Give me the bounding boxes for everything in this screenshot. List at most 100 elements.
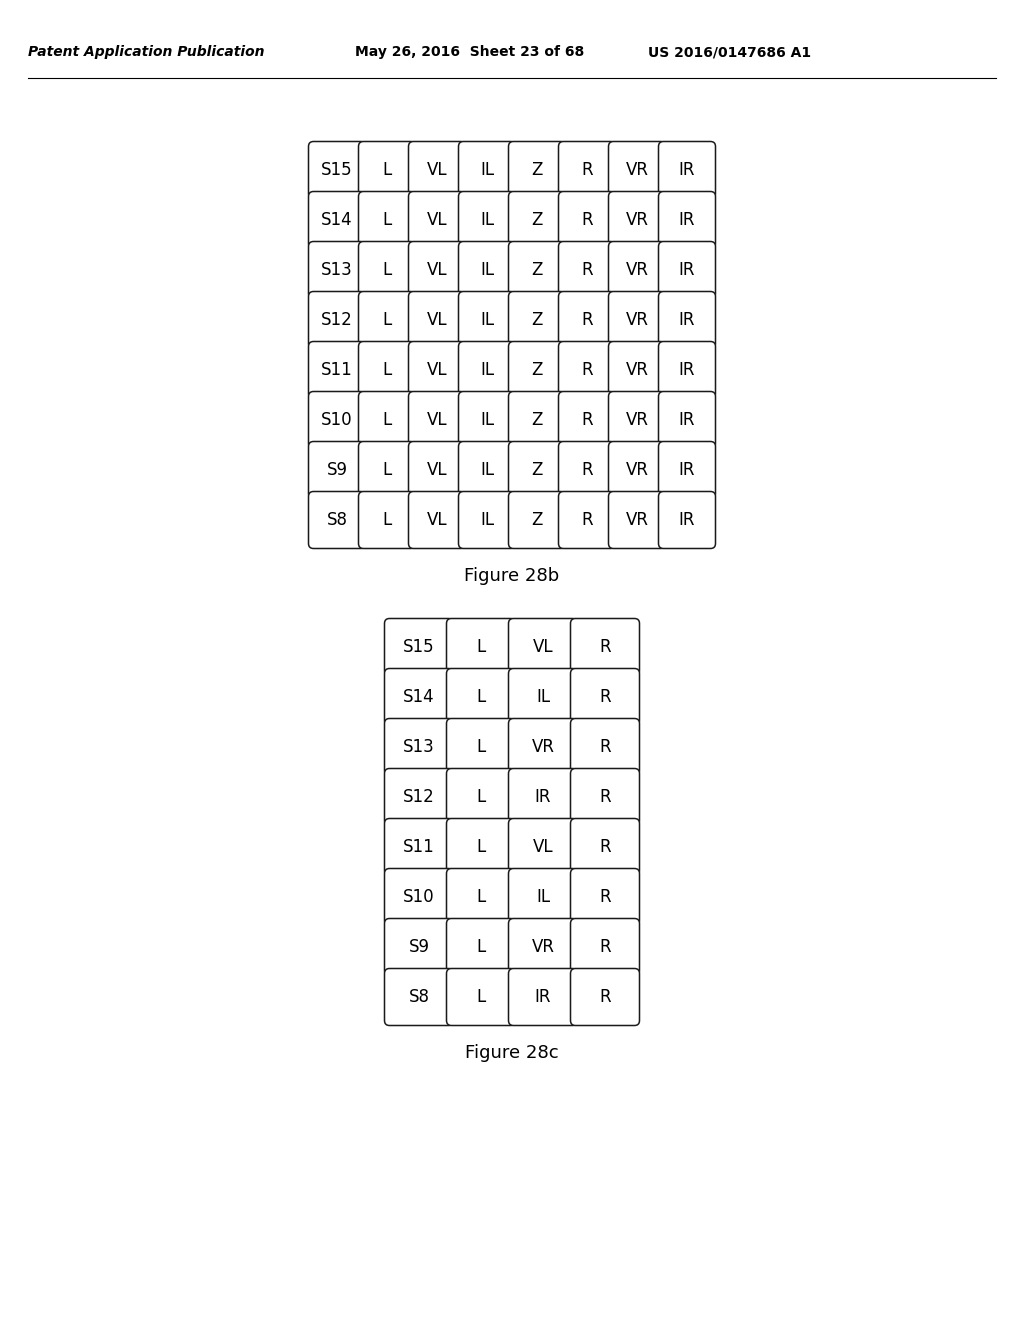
FancyBboxPatch shape [558,392,615,449]
FancyBboxPatch shape [459,141,515,198]
FancyBboxPatch shape [446,718,515,776]
FancyBboxPatch shape [308,242,366,298]
FancyBboxPatch shape [509,441,565,499]
FancyBboxPatch shape [509,242,565,298]
FancyBboxPatch shape [409,242,466,298]
Text: R: R [599,638,610,656]
FancyBboxPatch shape [558,342,615,399]
FancyBboxPatch shape [658,292,716,348]
Text: R: R [599,788,610,807]
Text: VR: VR [626,411,648,429]
FancyBboxPatch shape [358,141,416,198]
Text: S11: S11 [322,360,353,379]
Text: IR: IR [679,211,695,228]
FancyBboxPatch shape [570,768,640,825]
FancyBboxPatch shape [658,191,716,248]
Text: Z: Z [531,360,543,379]
FancyBboxPatch shape [509,768,578,825]
FancyBboxPatch shape [409,292,466,348]
Text: VL: VL [427,511,447,529]
FancyBboxPatch shape [509,491,565,549]
FancyBboxPatch shape [509,141,565,198]
Text: L: L [382,312,391,329]
Text: S13: S13 [322,261,353,279]
FancyBboxPatch shape [384,768,454,825]
FancyBboxPatch shape [658,141,716,198]
FancyBboxPatch shape [658,392,716,449]
Text: May 26, 2016  Sheet 23 of 68: May 26, 2016 Sheet 23 of 68 [355,45,585,59]
Text: IL: IL [480,211,494,228]
FancyBboxPatch shape [446,768,515,825]
Text: IL: IL [480,511,494,529]
Text: Z: Z [531,511,543,529]
FancyBboxPatch shape [558,141,615,198]
Text: R: R [599,838,610,855]
FancyBboxPatch shape [570,718,640,776]
Text: Z: Z [531,312,543,329]
Text: R: R [599,738,610,756]
FancyBboxPatch shape [658,342,716,399]
Text: VR: VR [531,738,555,756]
Text: S8: S8 [327,511,347,529]
FancyBboxPatch shape [446,818,515,875]
FancyBboxPatch shape [308,292,366,348]
Text: L: L [476,788,485,807]
Text: L: L [382,461,391,479]
FancyBboxPatch shape [358,292,416,348]
FancyBboxPatch shape [459,242,515,298]
FancyBboxPatch shape [409,491,466,549]
Text: S12: S12 [403,788,435,807]
Text: L: L [476,738,485,756]
FancyBboxPatch shape [459,491,515,549]
FancyBboxPatch shape [446,969,515,1026]
FancyBboxPatch shape [384,668,454,726]
FancyBboxPatch shape [509,342,565,399]
FancyBboxPatch shape [570,969,640,1026]
FancyBboxPatch shape [608,191,666,248]
FancyBboxPatch shape [446,619,515,676]
FancyBboxPatch shape [509,619,578,676]
Text: VL: VL [532,638,553,656]
Text: L: L [476,838,485,855]
FancyBboxPatch shape [446,919,515,975]
Text: VR: VR [626,312,648,329]
Text: VL: VL [427,411,447,429]
FancyBboxPatch shape [608,441,666,499]
FancyBboxPatch shape [358,242,416,298]
Text: VL: VL [532,838,553,855]
FancyBboxPatch shape [608,141,666,198]
Text: IL: IL [480,312,494,329]
FancyBboxPatch shape [308,342,366,399]
Text: IL: IL [480,161,494,180]
Text: R: R [582,411,593,429]
Text: L: L [382,261,391,279]
FancyBboxPatch shape [509,818,578,875]
FancyBboxPatch shape [358,342,416,399]
Text: IR: IR [679,411,695,429]
Text: L: L [476,688,485,706]
FancyBboxPatch shape [446,869,515,925]
Text: IL: IL [480,461,494,479]
Text: L: L [476,939,485,956]
Text: IL: IL [480,411,494,429]
Text: L: L [382,161,391,180]
Text: S11: S11 [403,838,435,855]
Text: VL: VL [427,461,447,479]
Text: Z: Z [531,161,543,180]
Text: S9: S9 [409,939,429,956]
Text: L: L [476,888,485,906]
Text: S9: S9 [327,461,347,479]
Text: Z: Z [531,461,543,479]
FancyBboxPatch shape [308,141,366,198]
Text: IR: IR [679,261,695,279]
Text: R: R [599,939,610,956]
FancyBboxPatch shape [570,869,640,925]
FancyBboxPatch shape [608,392,666,449]
Text: S8: S8 [409,987,429,1006]
Text: R: R [582,312,593,329]
FancyBboxPatch shape [384,869,454,925]
FancyBboxPatch shape [570,668,640,726]
FancyBboxPatch shape [358,491,416,549]
FancyBboxPatch shape [570,619,640,676]
FancyBboxPatch shape [384,818,454,875]
